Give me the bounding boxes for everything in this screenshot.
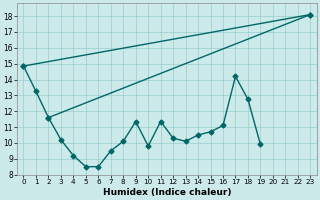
- X-axis label: Humidex (Indice chaleur): Humidex (Indice chaleur): [103, 188, 231, 197]
